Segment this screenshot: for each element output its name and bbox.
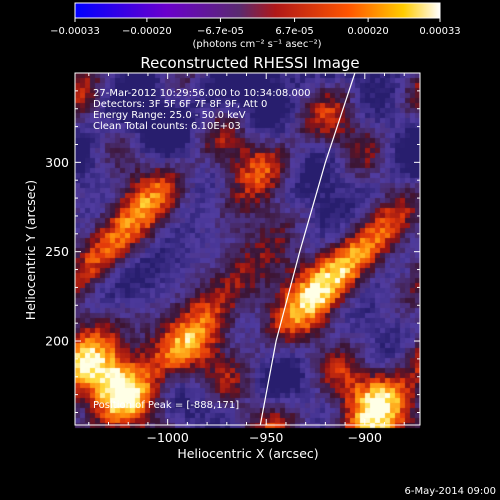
plot-frame xyxy=(74,72,421,426)
chart-title: Reconstructed RHESSI Image xyxy=(140,54,359,72)
y-tick-label: 250 xyxy=(45,244,69,259)
x-tick-label: −900 xyxy=(348,430,382,445)
x-axis: −1000 −950 −900 xyxy=(88,73,405,445)
y-axis-label: Heliocentric Y (arcsec) xyxy=(23,180,38,320)
annotation-energy-range: Energy Range: 25.0 - 50.0 keV xyxy=(93,110,246,121)
y-axis: 200 250 300 xyxy=(45,90,420,413)
annotation-clean-counts: Clean Total counts: 6.10E+03 xyxy=(93,121,241,132)
colorbar-units: (photons cm⁻² s⁻¹ asec⁻²) xyxy=(192,39,321,50)
colorbar-tick-label: −6.7e-05 xyxy=(197,26,244,37)
colorbar xyxy=(74,2,441,19)
colorbar-tick-label: −0.00033 xyxy=(50,26,100,37)
footer-date: 6-May-2014 09:00 xyxy=(404,486,496,497)
colorbar-tick-label: 6.7e-05 xyxy=(275,26,313,37)
colorbar-tick-label: −0.00020 xyxy=(122,26,172,37)
colorbar-tick-label: 0.00020 xyxy=(347,26,388,37)
x-axis-label: Heliocentric X (arcsec) xyxy=(177,446,318,461)
peak-position-label: Position of Peak = [-888,171] xyxy=(93,400,239,411)
colorbar-tick-label: 0.00033 xyxy=(419,26,460,37)
y-tick-label: 300 xyxy=(45,155,69,170)
x-tick-label: −1000 xyxy=(147,430,189,445)
y-tick-label: 200 xyxy=(45,334,69,349)
solar-limb-curve xyxy=(259,72,356,426)
colorbar-ticks: −0.00033 −0.00020 −6.7e-05 6.7e-05 0.00020 0.… xyxy=(50,18,461,37)
annotation-block: 27-Mar-2012 10:29:56.000 to 10:34:08.000… xyxy=(93,88,311,132)
x-tick-label: −950 xyxy=(249,430,283,445)
annotation-detectors: Detectors: 3F 5F 6F 7F 8F 9F, Att 0 xyxy=(93,99,267,110)
annotation-time-range: 27-Mar-2012 10:29:56.000 to 10:34:08.000 xyxy=(93,88,311,99)
